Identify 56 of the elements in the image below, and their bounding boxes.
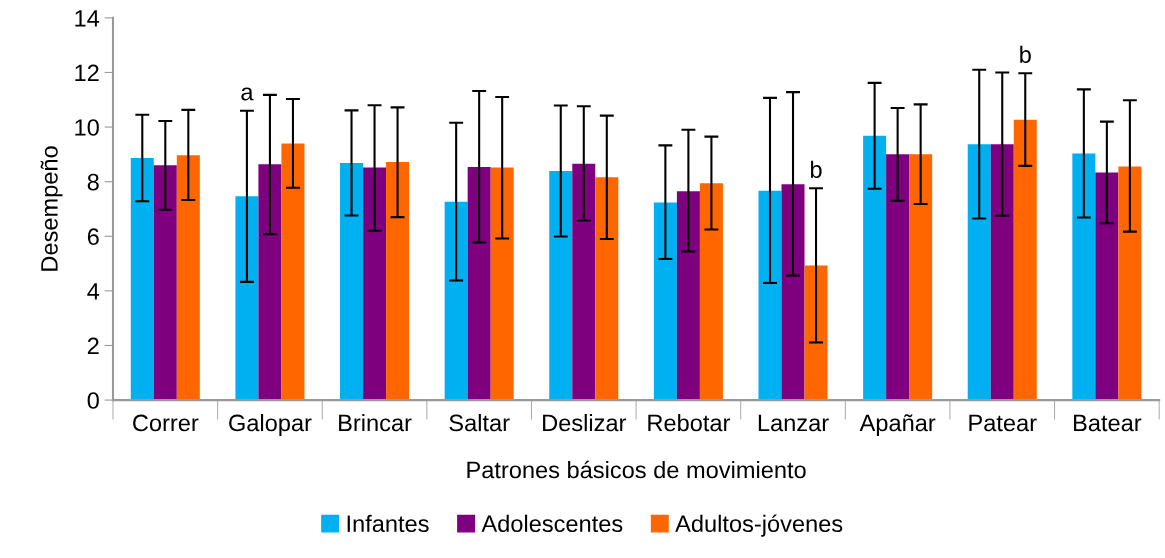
- bar: [386, 162, 410, 401]
- bar: [1118, 166, 1142, 401]
- bar: [1013, 119, 1037, 401]
- y-tick-label: 2: [87, 337, 99, 355]
- bar: [490, 167, 514, 401]
- legend-label: Infantes: [347, 514, 429, 533]
- x-tick-label: Lanzar: [758, 414, 829, 432]
- bar: [990, 144, 1014, 401]
- x-tick-label: Patear: [969, 414, 1037, 432]
- bar: [863, 135, 887, 401]
- y-tick-label: 12: [75, 64, 99, 82]
- bar: [549, 171, 573, 401]
- legend-label: Adolescentes: [481, 514, 623, 533]
- x-tick-label: Brincar: [339, 413, 412, 432]
- x-axis-title: Patrones básicos de movimiento: [467, 460, 806, 479]
- y-tick-label: 0: [87, 392, 99, 409]
- bar: [235, 196, 259, 401]
- bar: [130, 157, 154, 401]
- bar: [699, 183, 723, 401]
- x-tick-label: Rebotar: [648, 413, 731, 432]
- annotation: b: [810, 160, 822, 178]
- annotation: a: [241, 87, 254, 101]
- bar: [804, 265, 828, 401]
- bar: [781, 184, 805, 401]
- bar: [363, 167, 387, 401]
- bar: [676, 191, 700, 401]
- legend-label: Adultos-jóvenes: [675, 514, 843, 537]
- y-tick-label: 6: [87, 228, 99, 246]
- bar: [176, 155, 200, 401]
- x-tick-label: Deslizar: [543, 413, 627, 432]
- bar: [886, 154, 910, 401]
- bar: [967, 144, 991, 401]
- y-tick-label: 4: [87, 283, 100, 300]
- x-tick-label: Batear: [1074, 414, 1142, 432]
- bar: [572, 163, 596, 401]
- bar: [444, 201, 468, 401]
- annotation: b: [1020, 45, 1031, 64]
- bar: [653, 202, 677, 401]
- y-tick-label: 10: [75, 119, 99, 136]
- bar: [1095, 172, 1119, 401]
- y-tick-label: 8: [87, 173, 99, 191]
- x-tick-label: Galopar: [229, 413, 312, 436]
- bar: [467, 166, 491, 401]
- x-tick-label: Correr: [133, 414, 199, 432]
- bar: [258, 164, 282, 401]
- bar: [909, 154, 933, 401]
- bar: [153, 165, 177, 401]
- y-axis-title: Desempeño: [40, 146, 63, 271]
- bar: [340, 163, 364, 401]
- x-tick-label: Saltar: [449, 413, 510, 432]
- bar: [595, 177, 619, 401]
- bar: [758, 190, 782, 401]
- bar: [1072, 153, 1096, 401]
- y-tick-label: 14: [75, 10, 100, 27]
- bar: [281, 143, 305, 401]
- x-tick-label: Apañar: [859, 414, 936, 436]
